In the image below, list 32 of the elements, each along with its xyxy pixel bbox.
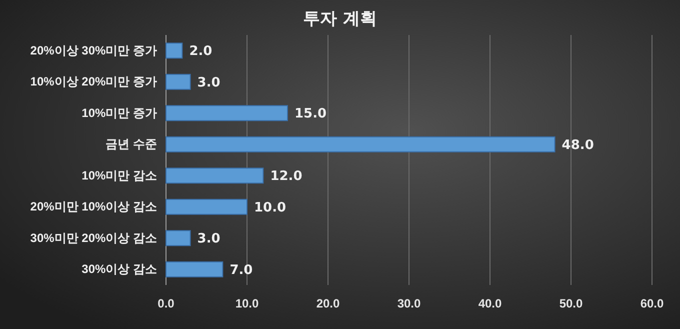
bar <box>166 261 224 278</box>
y-tick-label: 30%미만 20%이상 감소 <box>30 230 157 245</box>
bar <box>166 230 191 246</box>
y-tick-label: 30%이상 감소 <box>82 262 157 276</box>
data-label: 48.0 <box>562 138 594 153</box>
y-tick-label: 10%미만 증가 <box>82 106 157 120</box>
data-label: 3.0 <box>197 75 220 90</box>
data-label: 15.0 <box>294 106 327 122</box>
bar <box>166 74 191 90</box>
bar <box>166 105 288 122</box>
data-label: 12.0 <box>270 169 302 184</box>
chart-title: 투자 계획 <box>303 9 377 29</box>
data-label: 7.0 <box>230 262 253 278</box>
data-label: 3.0 <box>197 232 220 247</box>
y-tick-label: 금년 수준 <box>106 137 157 152</box>
bar <box>166 168 264 184</box>
bar <box>166 198 248 215</box>
data-label: 10.0 <box>254 200 286 216</box>
x-tick-label: 30.0 <box>397 296 421 311</box>
y-tick-label: 10%미만 감소 <box>82 168 157 182</box>
data-label: 2.0 <box>189 44 212 60</box>
bar <box>166 136 556 152</box>
y-tick-label: 20%이상 30%미만 증가 <box>30 43 157 58</box>
x-tick-label: 20.0 <box>316 296 340 311</box>
x-tick-label: 60.0 <box>640 296 664 311</box>
x-tick-label: 40.0 <box>478 296 502 311</box>
y-tick-label: 10%이상 20%미만 증가 <box>30 74 157 89</box>
bar <box>166 42 183 59</box>
y-tick-label: 20%미만 10%이상 감소 <box>30 200 157 214</box>
x-tick-label: 10.0 <box>235 296 259 311</box>
x-tick-label: 50.0 <box>559 296 583 311</box>
x-tick-label: 0.0 <box>158 296 175 311</box>
